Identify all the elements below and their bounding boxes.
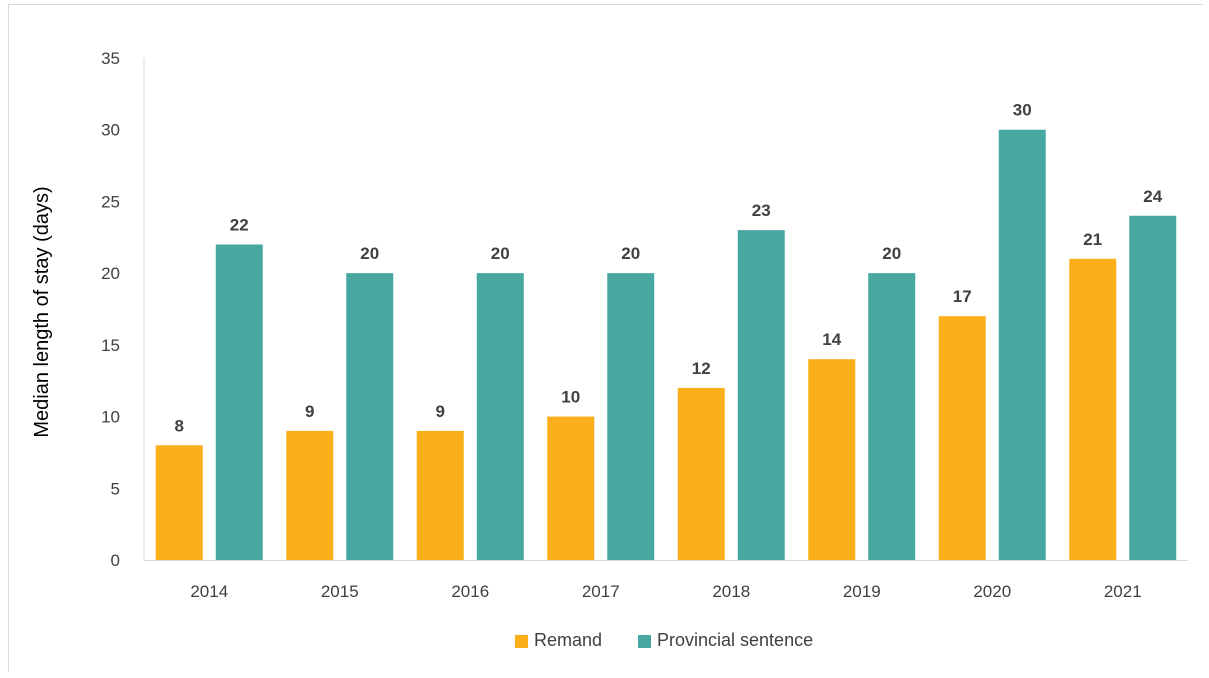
legend: Remand Provincial sentence (515, 630, 813, 650)
bar-provincial-sentence-2016 (476, 273, 524, 560)
data-label: 9 (436, 402, 445, 421)
bar-provincial-sentence-2014 (215, 244, 263, 560)
y-axis-title: Median length of stay (days) (31, 186, 53, 437)
bars (155, 129, 1177, 560)
bar-remand-2017 (547, 416, 595, 560)
y-tick-label: 15 (101, 336, 120, 355)
y-axis-ticks: 0 5 10 15 20 25 30 35 (101, 49, 120, 570)
legend-swatch (515, 635, 528, 648)
x-tick-label: 2016 (451, 582, 489, 601)
x-tick-label: 2020 (973, 582, 1011, 601)
legend-label: Remand (534, 630, 602, 650)
x-tick-label: 2018 (712, 582, 750, 601)
y-tick-label: 20 (101, 264, 120, 283)
x-tick-label: 2015 (321, 582, 359, 601)
x-tick-label: 2019 (843, 582, 881, 601)
data-label: 20 (882, 244, 901, 263)
y-tick-label: 30 (101, 121, 120, 140)
y-axis-title-group: Median length of stay (days) (31, 186, 53, 437)
legend-swatch (638, 635, 651, 648)
data-label: 24 (1143, 187, 1162, 206)
data-label: 14 (822, 330, 841, 349)
x-tick-label: 2021 (1104, 582, 1142, 601)
y-tick-label: 0 (111, 551, 120, 570)
bar-provincial-sentence-2019 (868, 273, 916, 560)
plot-area: 8 22 9 20 9 20 10 20 12 23 14 20 17 30 21 24 (143, 58, 1188, 561)
x-tick-label: 2014 (190, 582, 228, 601)
bar-remand-2019 (808, 359, 856, 560)
bar-remand-2020 (938, 316, 986, 560)
bar-remand-2018 (677, 387, 725, 560)
bar-remand-2021 (1069, 258, 1117, 560)
bar-remand-2015 (286, 430, 334, 560)
bar-remand-2016 (416, 430, 464, 560)
data-label: 20 (491, 244, 510, 263)
data-label: 17 (953, 287, 972, 306)
y-tick-label: 5 (111, 479, 120, 498)
bar-provincial-sentence-2021 (1129, 215, 1177, 560)
y-tick-label: 10 (101, 408, 120, 427)
data-label: 20 (621, 244, 640, 263)
y-tick-label: 25 (101, 192, 120, 211)
data-label: 9 (305, 402, 314, 421)
y-tick-label: 35 (101, 49, 120, 68)
data-label: 22 (230, 215, 249, 234)
x-axis-ticks: 2014 2015 2016 2017 2018 2019 2020 2021 (190, 582, 1141, 601)
data-labels: 8 22 9 20 9 20 10 20 12 23 14 20 17 30 21 24 (175, 101, 1163, 436)
data-label: 30 (1013, 101, 1032, 120)
x-tick-label: 2017 (582, 582, 620, 601)
bar-provincial-sentence-2020 (998, 129, 1046, 560)
legend-label: Provincial sentence (657, 630, 813, 650)
bar-provincial-sentence-2015 (346, 273, 394, 560)
bar-remand-2014 (155, 445, 203, 560)
bar-provincial-sentence-2017 (607, 273, 655, 560)
data-label: 10 (561, 388, 580, 407)
data-label: 12 (692, 359, 711, 378)
data-label: 8 (175, 416, 184, 435)
data-label: 20 (360, 244, 379, 263)
data-label: 21 (1083, 230, 1102, 249)
bar-provincial-sentence-2018 (737, 230, 785, 560)
data-label: 23 (752, 201, 771, 220)
